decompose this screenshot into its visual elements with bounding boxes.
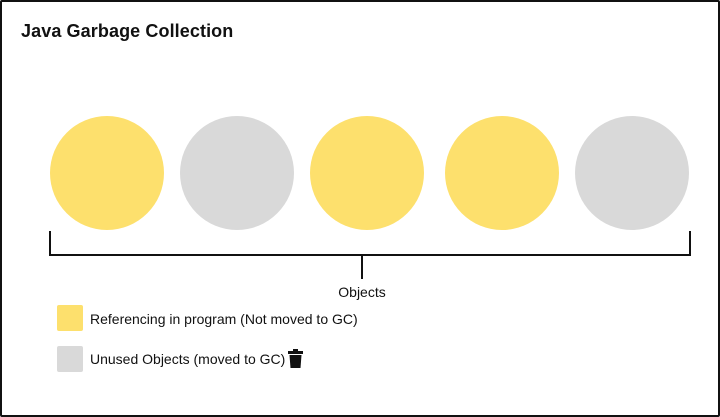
legend-swatch-referenced xyxy=(57,305,83,331)
object-circle-1 xyxy=(50,116,164,230)
object-circle-2 xyxy=(180,116,294,230)
bracket-left-tick xyxy=(49,231,51,255)
object-circle-3 xyxy=(310,116,424,230)
bracket-center-stem xyxy=(361,255,363,279)
bracket-bar xyxy=(49,254,691,256)
legend-label-referenced: Referencing in program (Not moved to GC) xyxy=(90,311,358,327)
trash-icon xyxy=(288,349,303,368)
diagram-title: Java Garbage Collection xyxy=(21,21,234,41)
bracket-right-tick xyxy=(689,231,691,255)
object-circle-4 xyxy=(445,116,559,230)
legend-label-unused: Unused Objects (moved to GC) xyxy=(90,351,286,367)
objects-label: Objects xyxy=(338,284,386,300)
object-circle-5 xyxy=(575,116,689,230)
legend-swatch-unused xyxy=(57,346,83,372)
